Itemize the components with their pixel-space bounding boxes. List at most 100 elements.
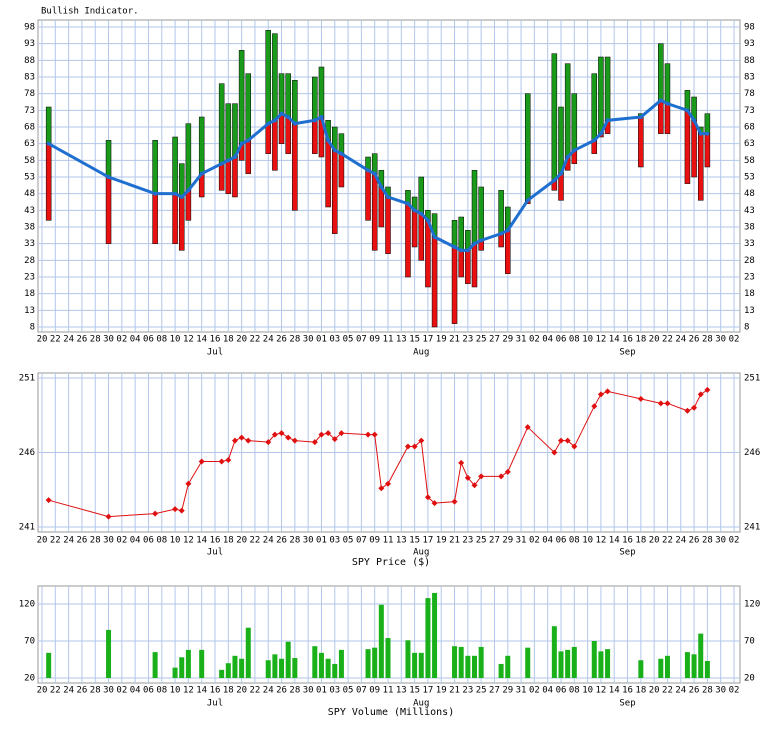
price-point — [225, 456, 232, 463]
price-point — [691, 404, 698, 411]
x-tick-label: 20 — [649, 536, 660, 546]
indicator-point — [326, 138, 331, 143]
x-tick-label: 17 — [423, 686, 434, 696]
x-tick-label: 14 — [609, 686, 620, 696]
x-tick-label: 20 — [236, 335, 247, 345]
bull-bar — [278, 73, 285, 114]
indicator-point — [199, 171, 204, 176]
bear-bar — [691, 120, 697, 178]
volume-bar — [558, 651, 564, 678]
price-point — [178, 507, 185, 514]
bull-bar — [45, 106, 52, 144]
indicator-point — [239, 141, 244, 146]
y-tick-label-right: 120 — [744, 600, 760, 610]
x-tick-label: 14 — [609, 536, 620, 546]
volume-bar — [225, 663, 231, 678]
bull-bar — [285, 73, 291, 118]
price-point — [571, 443, 578, 450]
x-tick-label: 24 — [63, 686, 74, 696]
bear-bar — [378, 186, 385, 228]
month-label: Jul — [207, 548, 223, 558]
bear-bar — [658, 100, 664, 134]
price-point — [285, 434, 292, 441]
x-tick-label: 19 — [436, 686, 447, 696]
indicator-point — [412, 208, 417, 213]
x-tick-label: 12 — [596, 335, 607, 345]
x-tick-label: 26 — [77, 335, 88, 345]
x-tick-label: 23 — [462, 335, 473, 345]
x-tick-label: 20 — [649, 335, 660, 345]
x-tick-label: 29 — [502, 536, 513, 546]
x-tick-label: 05 — [343, 335, 354, 345]
indicator-point — [658, 98, 663, 103]
x-tick-label: 25 — [476, 536, 487, 546]
x-tick-label: 02 — [729, 335, 740, 345]
bull-bar — [458, 216, 464, 251]
bear-bar — [325, 140, 331, 208]
volume-bar — [591, 641, 597, 678]
volume-bar — [525, 647, 531, 678]
volume-bar — [432, 592, 438, 678]
x-tick-label: 22 — [662, 335, 673, 345]
price-point — [564, 437, 571, 444]
y-tick-label-right: 38 — [744, 223, 755, 233]
volume-bar — [571, 646, 577, 678]
y-tick-label-right: 43 — [744, 206, 755, 216]
bull-bar — [558, 106, 564, 174]
bear-bar — [638, 116, 644, 168]
indicator-point — [505, 228, 510, 233]
x-tick-label: 11 — [383, 686, 394, 696]
x-tick-label: 08 — [156, 536, 167, 546]
price-point — [238, 434, 245, 441]
bull-bar — [478, 186, 484, 241]
x-tick-label: 16 — [210, 536, 221, 546]
price-point — [404, 443, 411, 450]
x-tick-label: 03 — [329, 536, 340, 546]
x-tick-label: 31 — [516, 536, 527, 546]
x-tick-label: 10 — [582, 536, 593, 546]
y-tick-label-right: 93 — [744, 39, 755, 49]
bull-bar — [471, 170, 478, 244]
bull-bar — [318, 66, 325, 118]
bull-bar — [571, 93, 578, 151]
price-point — [245, 437, 252, 444]
x-tick-label: 20 — [649, 686, 660, 696]
y-tick-label-right: 78 — [744, 89, 755, 99]
x-tick-label: 21 — [449, 335, 460, 345]
bear-bar — [285, 116, 291, 154]
y-tick-label-left: 33 — [24, 239, 35, 249]
volume-bar — [465, 655, 471, 678]
y-tick-label-right: 33 — [744, 239, 755, 249]
x-tick-label: 22 — [662, 686, 673, 696]
x-tick-label: 14 — [609, 335, 620, 345]
bear-bar — [471, 243, 478, 288]
x-axis-title: SPY Price ($) — [352, 557, 430, 568]
x-tick-label: 19 — [436, 335, 447, 345]
x-tick-label: 26 — [689, 686, 700, 696]
volume-bar — [46, 652, 52, 678]
x-tick-label: 28 — [289, 335, 300, 345]
x-tick-label: 08 — [569, 686, 580, 696]
price-point — [524, 424, 531, 431]
bull-bar — [292, 80, 298, 124]
x-tick-label: 28 — [90, 686, 101, 696]
price-point — [338, 430, 345, 437]
y-tick-label-right: 98 — [744, 23, 755, 33]
x-tick-label: 15 — [409, 536, 420, 546]
y-tick-label-left: 98 — [24, 23, 35, 33]
x-tick-label: 17 — [423, 335, 434, 345]
bear-bar — [704, 133, 711, 168]
y-tick-label-left: 70 — [24, 637, 35, 647]
x-tick-label: 02 — [729, 536, 740, 546]
y-tick-label-right: 28 — [744, 256, 755, 266]
price-point — [371, 431, 378, 438]
x-tick-label: 18 — [223, 536, 234, 546]
y-tick-label-right: 20 — [744, 674, 755, 684]
x-tick-label: 12 — [183, 686, 194, 696]
x-tick-label: 20 — [37, 686, 48, 696]
bull-bar — [684, 90, 691, 111]
indicator-point — [46, 141, 51, 146]
y-tick-label-right: 63 — [744, 139, 755, 149]
x-tick-label: 06 — [556, 686, 567, 696]
x-tick-label: 10 — [170, 536, 181, 546]
